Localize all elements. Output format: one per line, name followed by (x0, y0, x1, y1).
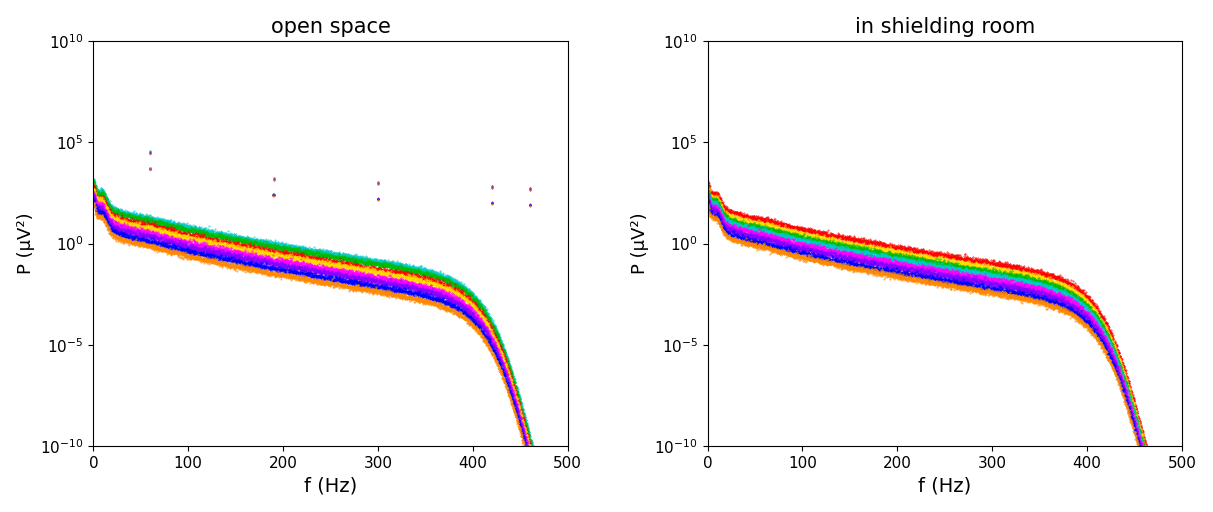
X-axis label: f (Hz): f (Hz) (304, 476, 357, 495)
Title: in shielding room: in shielding room (855, 17, 1035, 37)
X-axis label: f (Hz): f (Hz) (918, 476, 972, 495)
Y-axis label: P (μV²): P (μV²) (631, 212, 649, 274)
Title: open space: open space (270, 17, 391, 37)
Y-axis label: P (μV²): P (μV²) (17, 212, 35, 274)
